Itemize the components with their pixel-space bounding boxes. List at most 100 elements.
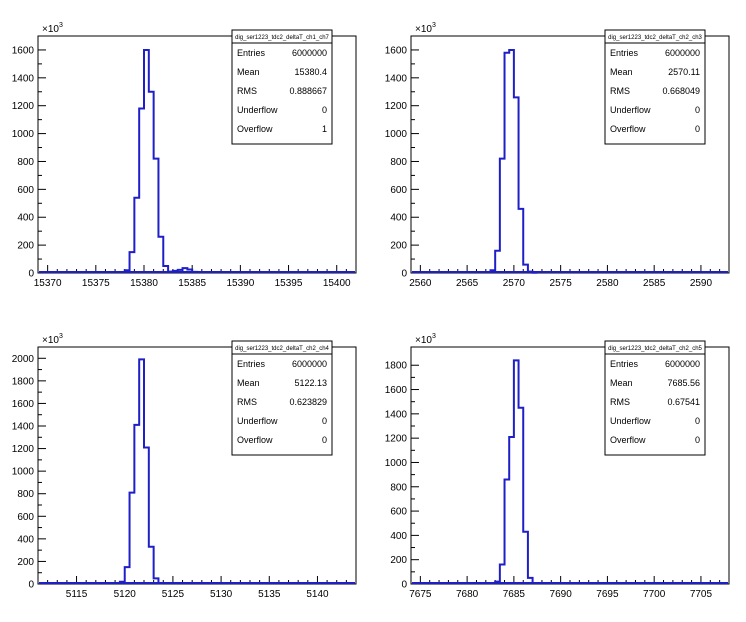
- y-tick-label: 1000: [12, 129, 35, 140]
- stats-row-label: Mean: [610, 67, 633, 77]
- y-tick-label: 600: [390, 507, 407, 518]
- x-tick-label: 2585: [643, 278, 666, 289]
- y-tick-label: 1800: [12, 376, 35, 387]
- stats-row-value: 6000000: [292, 48, 327, 58]
- stats-row-value: 0.888667: [289, 86, 327, 96]
- y-tick-label: 800: [390, 482, 407, 493]
- stats-row-label: Entries: [237, 359, 266, 369]
- y-tick-label: 800: [390, 157, 407, 168]
- x-tick-label: 2570: [503, 278, 526, 289]
- stats-box: dig_ser1223_tdc2_deltaT_ch2_ch4 Entries 60…: [231, 340, 333, 456]
- stats-row-value: 0: [695, 435, 700, 445]
- stats-row-value: 0: [322, 435, 327, 445]
- stats-row-label: Underflow: [237, 416, 278, 426]
- stats-row-label: RMS: [610, 397, 630, 407]
- histogram-outline: [123, 48, 198, 273]
- stats-row-label: Underflow: [610, 416, 651, 426]
- y-exponent-label: ×103: [415, 333, 436, 346]
- y-exponent-label: ×103: [42, 333, 63, 346]
- x-tick-label: 7700: [643, 589, 666, 600]
- x-tick-label: 15385: [178, 278, 206, 289]
- y-tick-label: 0: [401, 269, 407, 280]
- stats-row-value: 0: [695, 124, 700, 134]
- y-tick-label: 600: [390, 185, 407, 196]
- x-tick-label: 5115: [66, 589, 88, 600]
- x-tick-label: 2575: [550, 278, 573, 289]
- stats-title: dig_ser1223_tdc2_deltaT_ch1_ch7: [235, 35, 329, 41]
- x-tick-label: 15370: [34, 278, 62, 289]
- x-tick-label: 7695: [596, 589, 619, 600]
- stats-row-label: Overflow: [237, 435, 273, 445]
- x-tick-label: 15395: [275, 278, 303, 289]
- y-exponent-superscript: 3: [432, 22, 436, 29]
- x-tick-label: 7675: [409, 589, 432, 600]
- x-tick-label: 7705: [690, 589, 713, 600]
- x-tick-label: 7685: [503, 589, 526, 600]
- y-tick-label: 1000: [12, 467, 35, 478]
- stats-row-label: Mean: [610, 378, 633, 388]
- histogram-outline: [494, 359, 539, 585]
- y-tick-label: 200: [390, 555, 407, 566]
- x-tick-label: 5135: [258, 589, 281, 600]
- stats-row-value: 0.623829: [289, 397, 327, 407]
- stats-row-label: Overflow: [237, 124, 273, 134]
- y-tick-label: 400: [17, 213, 34, 224]
- stats-row-value: 0: [322, 105, 327, 115]
- stats-row-label: Overflow: [610, 124, 646, 134]
- stats-row-value: 0: [695, 105, 700, 115]
- histogram-svg-4: 0 200 400 600 800 1000 1200 1400 1600 1800 7675 768…: [385, 333, 730, 600]
- y-tick-label: 400: [17, 534, 34, 545]
- stats-row-value: 5122.13: [294, 378, 327, 388]
- stats-row-label: Overflow: [610, 435, 646, 445]
- stats-row-value: 15380.4: [294, 67, 327, 77]
- stats-row-value: 1: [322, 124, 327, 134]
- stats-row-label: Mean: [237, 67, 260, 77]
- stats-row-label: RMS: [237, 86, 257, 96]
- stats-row-value: 6000000: [665, 48, 700, 58]
- y-tick-label: 400: [390, 531, 407, 542]
- y-tick-label: 1000: [385, 458, 408, 469]
- stats-row-value: 0: [695, 416, 700, 426]
- x-tick-label: 15375: [82, 278, 110, 289]
- stats-box: dig_ser1223_tdc2_deltaT_ch2_ch5 Entries 60…: [604, 340, 706, 456]
- x-tick-label: 5125: [162, 589, 185, 600]
- stats-box-frame: [604, 340, 706, 456]
- y-tick-label: 200: [390, 241, 407, 252]
- stats-row-label: Underflow: [237, 105, 278, 115]
- y-tick-label: 1400: [12, 73, 35, 84]
- y-tick-label: 1800: [385, 361, 408, 372]
- x-tick-label: 7690: [550, 589, 573, 600]
- y-exponent-label: ×103: [42, 22, 63, 35]
- x-tick-label: 5140: [306, 589, 329, 600]
- histogram-outline: [489, 48, 539, 274]
- y-tick-label: 1200: [12, 444, 35, 455]
- stats-row-value: 7685.56: [667, 378, 700, 388]
- y-tick-label: 1200: [385, 101, 408, 112]
- x-tick-label: 7680: [456, 589, 479, 600]
- y-exponent-superscript: 3: [59, 333, 63, 340]
- stats-box-frame: [231, 340, 333, 456]
- y-tick-label: 1600: [12, 399, 35, 410]
- y-tick-label: 400: [390, 213, 407, 224]
- y-tick-label: 600: [17, 185, 34, 196]
- y-tick-label: 1000: [385, 129, 408, 140]
- y-tick-label: 1600: [12, 45, 35, 56]
- y-exponent-superscript: 3: [432, 333, 436, 340]
- stats-row-label: RMS: [237, 397, 257, 407]
- stats-title: dig_ser1223_tdc2_deltaT_ch2_ch5: [608, 346, 702, 352]
- x-tick-label: 15400: [323, 278, 351, 289]
- y-tick-label: 1600: [385, 45, 408, 56]
- x-tick-label: 2580: [596, 278, 619, 289]
- stats-box: dig_ser1223_tdc2_deltaT_ch1_ch7 Entries 60…: [231, 29, 333, 145]
- y-tick-label: 0: [401, 580, 407, 591]
- y-tick-label: 200: [17, 241, 34, 252]
- histogram-panel-4: 0 200 400 600 800 1000 1200 1400 1600 1800 7675 768…: [373, 311, 746, 622]
- stats-row-label: Entries: [237, 48, 266, 58]
- stats-row-value: 0.67541: [667, 397, 700, 407]
- y-tick-label: 1400: [385, 73, 408, 84]
- histogram-svg-2: 0 200 400 600 800 1000 1200 1400 1600 2560 2565 257…: [385, 22, 730, 289]
- y-tick-label: 1400: [12, 422, 35, 433]
- y-tick-label: 1200: [385, 434, 408, 445]
- histogram-outline: [118, 358, 165, 585]
- histogram-panel-1: 0 200 400 600 800 1000 1200 1400 1600 15370 15375 1…: [0, 0, 373, 311]
